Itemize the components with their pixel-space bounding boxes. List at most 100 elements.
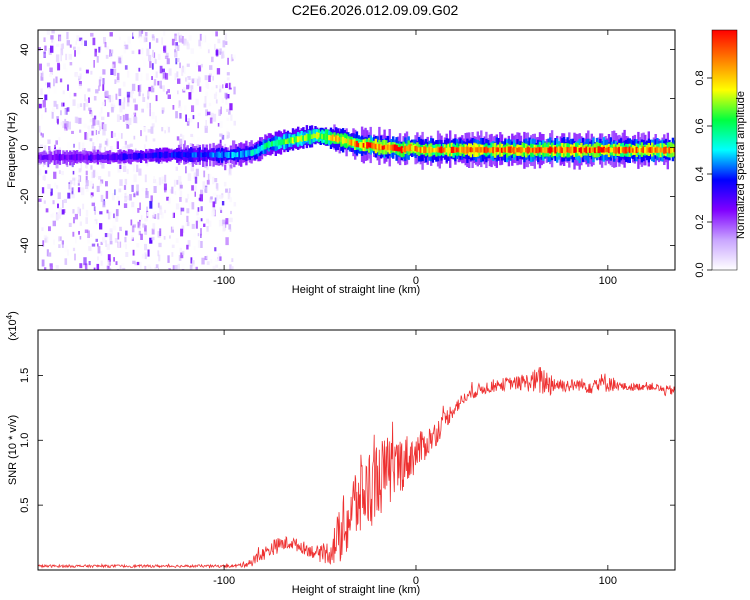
noise-cell [226, 117, 230, 121]
noise-cell [88, 128, 91, 136]
noise-cell [206, 182, 209, 190]
noise-cell [134, 104, 138, 111]
noise-cell [153, 52, 156, 58]
noise-cell [48, 146, 51, 150]
ridge-cell [630, 147, 633, 153]
ridge-cell [340, 137, 343, 143]
ridge-cell [295, 136, 298, 143]
noise-cell [94, 198, 96, 205]
noise-cell [94, 207, 97, 212]
ridge-cell [599, 147, 602, 153]
noise-cell [220, 106, 222, 115]
noise-cell [100, 107, 103, 114]
noise-cell [64, 258, 68, 265]
ridge-cell [326, 134, 329, 140]
snr-series-line [38, 367, 675, 569]
ridge-cell [293, 137, 296, 143]
ridge-cell [240, 151, 243, 158]
noise-cell [146, 102, 149, 109]
noise-cell [44, 267, 47, 270]
noise-cell [107, 94, 111, 103]
ridge-cell [471, 147, 474, 153]
ridge-cell [521, 147, 524, 153]
noise-cell [193, 172, 198, 179]
ridge-cell [117, 154, 120, 160]
noise-cell [206, 261, 210, 265]
noise-cell [43, 37, 46, 42]
noise-cell [40, 132, 42, 136]
ridge-cell [264, 143, 267, 150]
noise-cell [200, 218, 203, 222]
noise-cell [166, 196, 169, 201]
noise-cell [115, 93, 118, 100]
noise-cell [128, 43, 132, 50]
noise-cell [227, 191, 231, 200]
noise-cell [161, 127, 164, 132]
tick-label: 0.5 [19, 497, 31, 512]
ridge-cell [114, 153, 117, 160]
ridge-cell [312, 133, 315, 138]
noise-cell [217, 38, 221, 44]
ridge-cell [324, 133, 328, 141]
ridge-cell [181, 152, 184, 158]
noise-cell [197, 112, 201, 116]
ridge-cell [652, 146, 656, 153]
ridge-cell [442, 147, 445, 153]
noise-cell [147, 90, 150, 99]
ridge-cell [661, 148, 664, 153]
ridge-cell [193, 152, 196, 158]
noise-cell [109, 228, 113, 232]
ridge-cell [79, 154, 82, 161]
ridge-cell [241, 150, 245, 158]
noise-cell [104, 233, 109, 238]
noise-cell [225, 41, 228, 45]
noise-cell [78, 74, 81, 79]
noise-cell [41, 71, 44, 78]
ridge-cell [549, 146, 552, 154]
noise-cell [71, 130, 74, 134]
ridge-cell [322, 133, 326, 140]
noise-cell [204, 75, 208, 81]
noise-cell [140, 130, 142, 137]
noise-cell [53, 86, 57, 94]
ridge-cell [430, 146, 433, 153]
ridge-cell [131, 153, 134, 159]
noise-cell [84, 229, 89, 233]
noise-cell [150, 195, 153, 202]
ridge-cell [70, 154, 74, 160]
noise-cell [113, 103, 115, 111]
noise-cell [47, 82, 51, 89]
noise-cell [138, 67, 141, 72]
noise-cell [97, 246, 101, 254]
ridge-cell [347, 138, 350, 145]
noise-cell [104, 140, 108, 145]
noise-cell [53, 100, 57, 107]
snr-plot-area [38, 330, 675, 570]
noise-cell [38, 168, 42, 176]
noise-cell [126, 91, 131, 98]
noise-cell [216, 183, 219, 191]
noise-cell [146, 206, 148, 214]
ridge-cell [148, 153, 151, 159]
ridge-cell [93, 154, 96, 161]
noise-cell [191, 185, 194, 191]
ridge-cell [426, 147, 429, 153]
noise-cell [90, 195, 93, 199]
ridge-cell [50, 154, 53, 161]
ridge-cell [191, 152, 195, 158]
noise-cell [77, 103, 80, 109]
noise-cell [149, 200, 153, 209]
ridge-cell [392, 144, 395, 151]
noise-cell [212, 75, 214, 81]
ridge-cell [95, 154, 98, 160]
noise-cell [135, 117, 138, 124]
ridge-cell [461, 146, 464, 153]
noise-cell [38, 198, 42, 202]
ridge-cell [506, 146, 509, 153]
noise-cell [211, 210, 215, 217]
noise-cell [117, 72, 120, 80]
noise-cell [155, 264, 159, 268]
noise-cell [56, 43, 60, 47]
ridge-cell [625, 146, 628, 154]
noise-cell [104, 146, 106, 155]
